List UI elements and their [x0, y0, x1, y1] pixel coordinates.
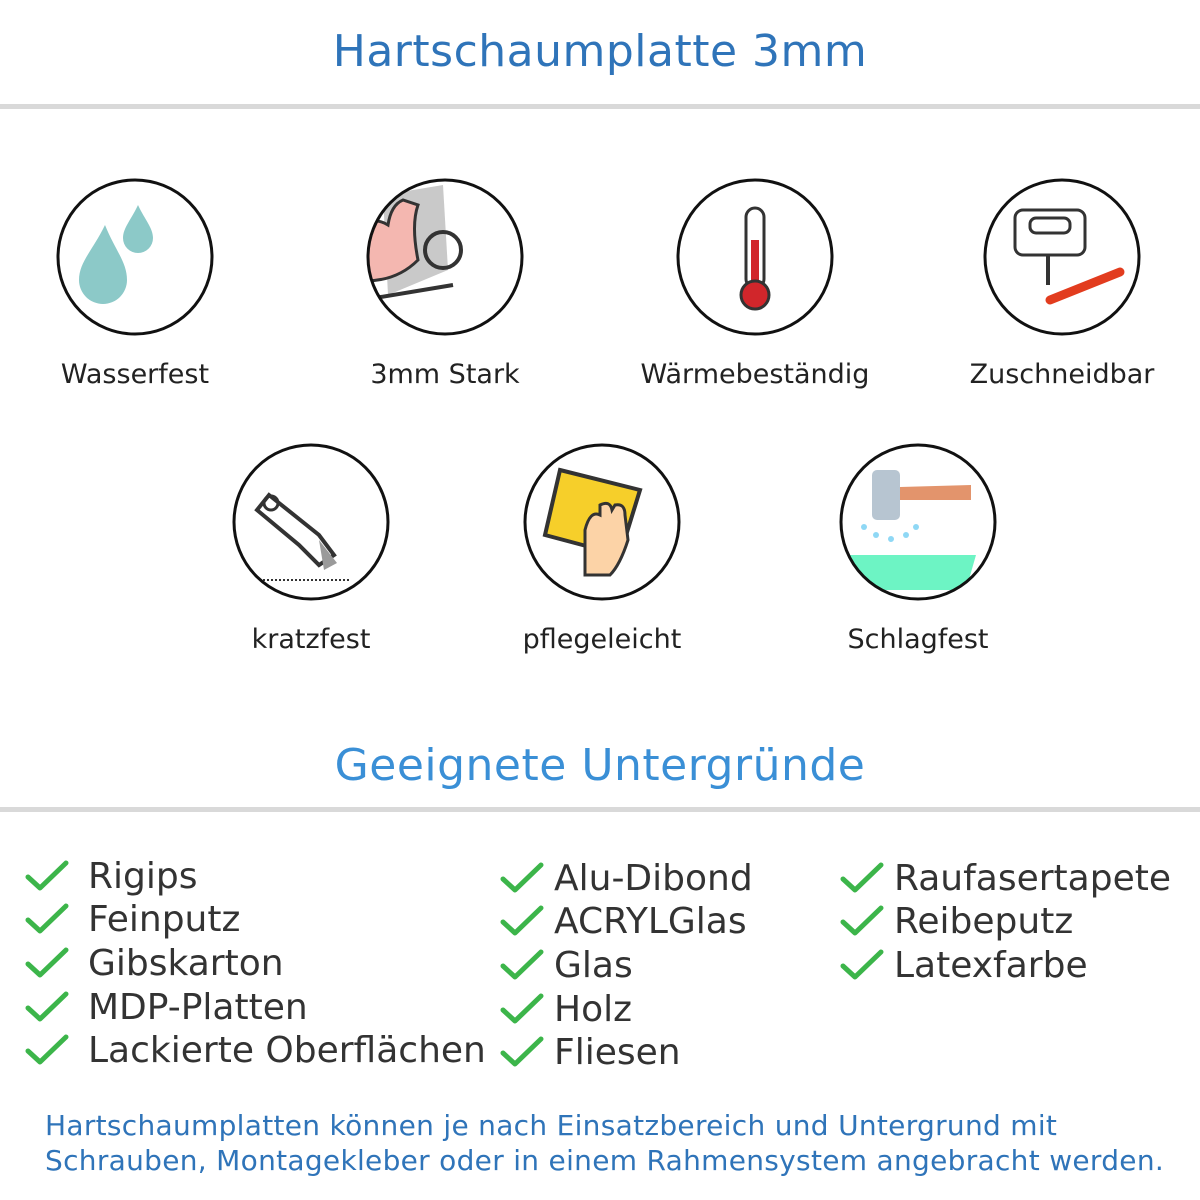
- check-icon: [840, 905, 884, 936]
- water-drops-icon: [56, 178, 214, 336]
- surface-label: MDP-Platten: [88, 987, 308, 1028]
- check-icon: [25, 903, 69, 934]
- feature-label: Zuschneidbar: [969, 359, 1155, 390]
- feature-label: Wasserfest: [60, 359, 210, 390]
- jigsaw-cutter-icon: [983, 178, 1141, 336]
- check-icon: [500, 993, 544, 1024]
- surface-label: Gibskarton: [88, 943, 284, 984]
- feature-label: kratzfest: [251, 624, 371, 655]
- feature-label: 3mm Stark: [370, 359, 520, 390]
- hammer-icon: [839, 443, 997, 601]
- surface-label: Alu-Dibond: [554, 858, 753, 899]
- page-title: Hartschaumplatte 3mm: [332, 26, 868, 77]
- surface-label: Reibeputz: [894, 901, 1074, 942]
- hand-sponge-icon: [523, 443, 681, 601]
- thermometer-icon: [676, 178, 834, 336]
- surface-label: Lackierte Oberflächen: [88, 1030, 486, 1071]
- surface-label: Glas: [554, 945, 633, 986]
- check-icon: [500, 1036, 544, 1067]
- footer-note: Hartschaumplatten können je nach Einsatz…: [45, 1108, 1164, 1178]
- divider: [0, 807, 1200, 812]
- feature-label: Wärmebeständig: [640, 359, 870, 390]
- surface-label: Fliesen: [554, 1032, 681, 1073]
- surface-label: Holz: [554, 989, 632, 1030]
- surface-label: Latexfarbe: [894, 945, 1088, 986]
- check-icon: [500, 949, 544, 980]
- check-icon: [25, 860, 69, 891]
- footer-line-1: Hartschaumplatten können je nach Einsatz…: [45, 1109, 1058, 1142]
- section-title: Geeignete Untergründe: [334, 740, 866, 791]
- check-icon: [500, 862, 544, 893]
- feature-wärmebeständig: Wärmebeständig: [625, 177, 885, 390]
- surface-label: ACRYLGlas: [554, 901, 747, 942]
- feature-wasserfest: Wasserfest: [5, 177, 265, 390]
- divider: [0, 104, 1200, 109]
- check-icon: [25, 1034, 69, 1065]
- check-icon: [500, 905, 544, 936]
- surface-label: Feinputz: [88, 899, 241, 940]
- feature-label: Schlagfest: [847, 624, 989, 655]
- feature-kratzfest: kratzfest: [181, 442, 441, 655]
- footer-line-2: Schrauben, Montagekleber oder in einem R…: [45, 1144, 1165, 1177]
- surface-label: Raufasertapete: [894, 858, 1171, 899]
- feature-schlagfest: Schlagfest: [788, 442, 1048, 655]
- check-icon: [840, 949, 884, 980]
- feature-zuschneidbar: Zuschneidbar: [932, 177, 1192, 390]
- check-icon: [840, 862, 884, 893]
- utility-knife-icon: [232, 443, 390, 601]
- check-icon: [25, 947, 69, 978]
- feature-3mm stark: 3mm Stark: [315, 177, 575, 390]
- flexed-arm-icon: [366, 178, 524, 336]
- feature-label: pflegeleicht: [522, 624, 682, 655]
- surface-label: Rigips: [88, 856, 198, 897]
- check-icon: [25, 991, 69, 1022]
- feature-pflegeleicht: pflegeleicht: [472, 442, 732, 655]
